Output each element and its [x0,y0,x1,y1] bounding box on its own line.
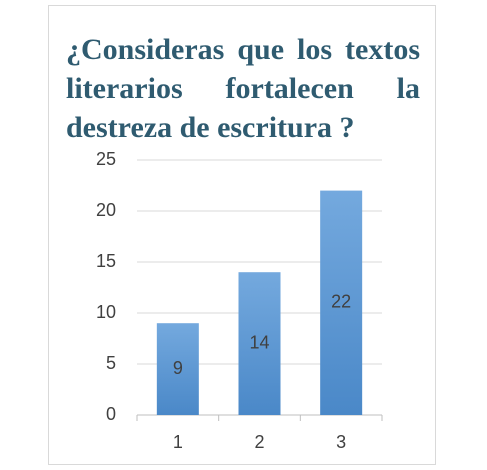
bar [156,323,199,415]
y-tick-label: 5 [106,353,116,373]
bar [320,190,363,415]
y-tick-label: 0 [106,404,116,424]
data-label: 14 [249,332,269,352]
data-label: 22 [331,292,351,312]
x-tick-label: 2 [254,432,264,452]
x-tick-label: 3 [336,432,346,452]
x-tick-label: 1 [173,432,183,452]
y-tick-label: 15 [96,251,116,271]
y-tick-label: 20 [96,200,116,220]
data-label: 9 [173,358,183,378]
y-tick-label: 10 [96,302,116,322]
y-tick-label: 25 [96,149,116,169]
chart-title: ¿Consideras que los textos literarios fo… [66,33,420,144]
bar [238,272,281,415]
